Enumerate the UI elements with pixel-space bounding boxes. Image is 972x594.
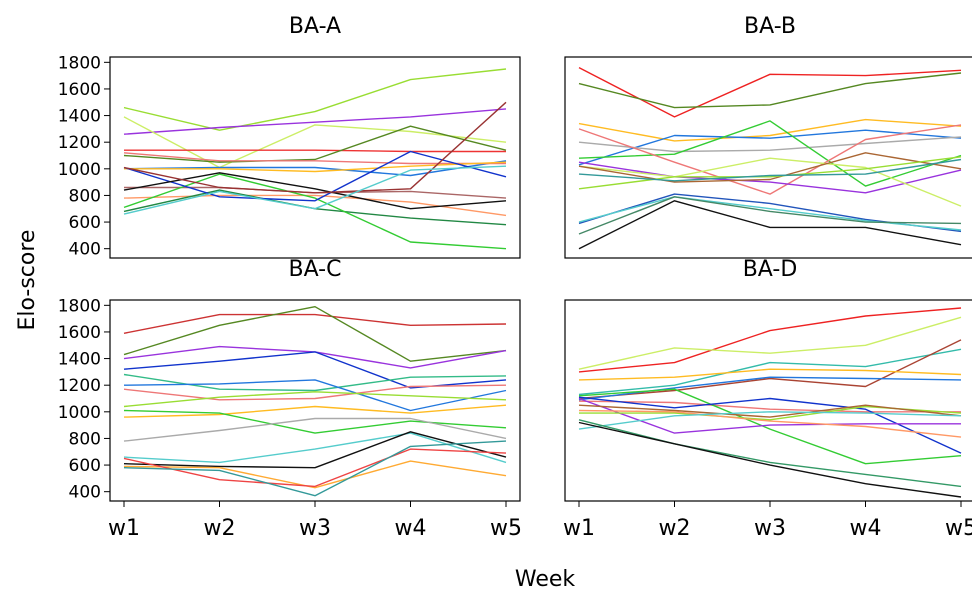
plot-frame [109, 56, 521, 259]
series-line-16 [123, 440, 507, 497]
series-line-2 [578, 72, 962, 109]
series-line-4 [578, 339, 962, 400]
x-tick-label: w5 [490, 516, 522, 541]
series-line-1 [578, 66, 962, 118]
y-tick-label: 400 [69, 483, 101, 503]
series-line-4 [124, 149, 506, 153]
series-line-11 [578, 156, 962, 190]
series-line-14 [123, 460, 507, 489]
series-line-8 [124, 161, 507, 173]
series-line-7 [578, 400, 961, 413]
series-line-8 [123, 391, 507, 408]
series-line-7 [578, 124, 962, 195]
y-tick-label: 1200 [58, 133, 101, 153]
series-line-1 [123, 68, 507, 131]
x-axis-label: Week [515, 567, 576, 592]
series-line-14 [123, 172, 507, 210]
y-tick-label: 1600 [58, 323, 101, 343]
series-line-16 [578, 200, 962, 250]
x-tick-label: w1 [108, 516, 140, 541]
plot-frame [564, 299, 972, 502]
series-line-15 [578, 196, 962, 235]
series-line-10 [578, 152, 962, 183]
series-line-1 [578, 307, 962, 373]
x-tick-label: w1 [563, 516, 595, 541]
series-line-5 [578, 368, 962, 381]
panel-ba-a: BA-A 400 600 800 1000 1200 1400 1600 1800 [58, 14, 521, 260]
x-tick-label: w2 [659, 516, 691, 541]
series-line-4 [578, 129, 962, 166]
panel-ba-b: BA-B [564, 14, 972, 259]
series-line-9 [123, 404, 507, 418]
series-line-3 [578, 118, 962, 142]
series-line-8 [578, 161, 962, 194]
series-line-13 [578, 193, 962, 233]
y-axis-label: Elo-score [15, 230, 40, 331]
series-line-2 [123, 306, 507, 362]
series-line-6 [578, 120, 962, 187]
series-line-2 [123, 108, 507, 135]
series-line-4 [123, 351, 507, 389]
x-tick-label: w4 [850, 516, 882, 541]
series-line-10 [123, 409, 507, 434]
y-tick-label: 1400 [58, 107, 101, 127]
series-line-13 [123, 431, 507, 469]
series-line-7 [123, 384, 507, 401]
plot-frame [564, 56, 972, 259]
series-line-16 [123, 165, 507, 215]
panel-title: BA-C [289, 257, 342, 282]
series-line-3 [578, 348, 962, 396]
y-tick-label: 1800 [58, 53, 101, 73]
panel-ba-d: BA-D w1 w2 w3 w4 w5 [563, 257, 972, 541]
y-tick-label: 1600 [58, 80, 101, 100]
series-line-15 [123, 101, 507, 194]
y-tick-label: 1000 [58, 160, 101, 180]
series-line-6 [123, 160, 507, 177]
series-line-15 [578, 419, 962, 488]
y-tick-label: 600 [69, 213, 101, 233]
x-tick-label: w4 [395, 516, 427, 541]
y-tick-label: 800 [69, 186, 101, 206]
series-line-15 [123, 448, 507, 488]
series-line-6 [123, 379, 507, 412]
x-tick-label: w3 [754, 516, 786, 541]
series-line-7 [123, 152, 506, 165]
panel-title: BA-D [743, 257, 798, 282]
panel-title: BA-A [289, 14, 341, 39]
y-tick-label: 600 [69, 456, 101, 476]
y-tick-label: 1400 [58, 350, 101, 370]
y-tick-label: 1200 [58, 376, 101, 396]
series-line-10 [578, 397, 961, 434]
panel-title: BA-B [744, 14, 796, 39]
series-line-11 [123, 417, 507, 442]
series-line-12 [578, 404, 962, 418]
series-line-2 [578, 316, 962, 370]
series-line-14 [578, 196, 962, 231]
x-tick-label: w5 [945, 516, 972, 541]
series-line-1 [123, 313, 507, 334]
y-tick-label: 1800 [58, 296, 101, 316]
series-line-9 [578, 157, 962, 207]
series-line-8 [578, 388, 962, 465]
x-tick-label: w3 [299, 516, 331, 541]
series-line-5 [123, 125, 507, 163]
y-tick-label: 800 [69, 429, 101, 449]
y-tick-label: 400 [69, 240, 101, 260]
series-line-12 [123, 173, 507, 250]
series-line-14 [578, 411, 962, 430]
chart-panels: BA-A 400 600 800 1000 1200 1400 1600 1800 BA-B BA-… [58, 14, 972, 541]
series-line-13 [578, 409, 962, 438]
x-tick-label: w2 [204, 516, 236, 541]
series-line-12 [578, 158, 962, 182]
series-line-16 [578, 421, 962, 498]
series-line-5 [578, 136, 962, 153]
series-line-12 [123, 432, 507, 464]
panel-ba-c: BA-C 400 600 800 1000 1200 1400 1600 1800 w1 w2 w3 w… [58, 257, 522, 541]
y-tick-label: 1000 [58, 403, 101, 423]
series-line-5 [123, 373, 507, 392]
